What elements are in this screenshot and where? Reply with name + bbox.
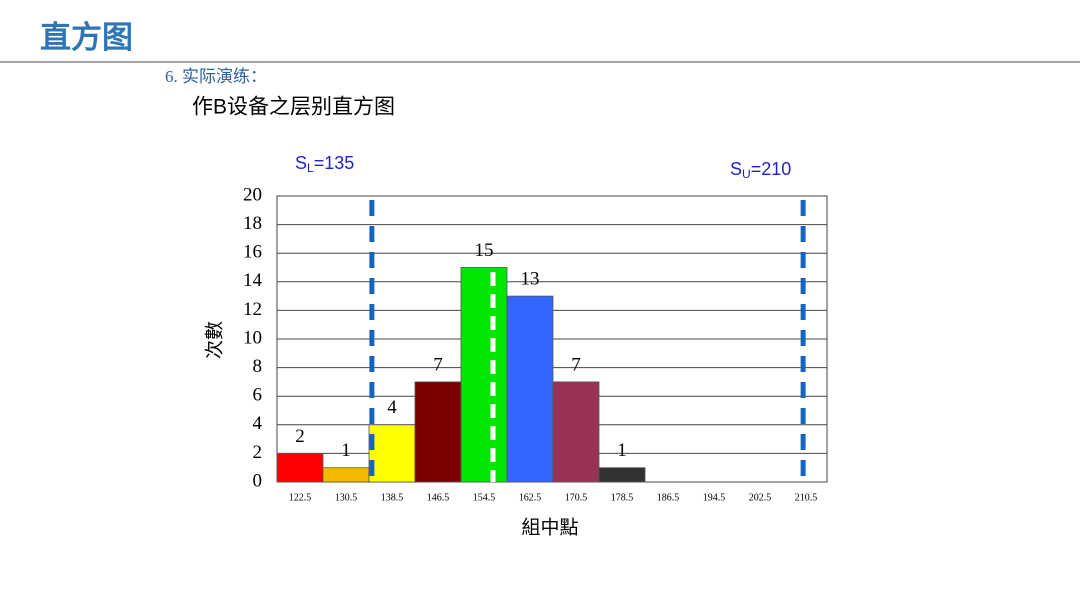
bar [414,381,462,483]
y-tick-label: 10 [243,327,262,348]
x-tick-label: 130.5 [335,492,358,503]
y-tick-label: 0 [253,470,263,491]
data-label: 13 [521,268,540,289]
y-tick-label: 12 [243,299,262,320]
x-axis-label: 組中點 [521,516,578,538]
x-tick-label: 202.5 [749,492,772,503]
x-tick-label: 122.5 [289,492,312,503]
bar [598,467,646,483]
bar [322,467,370,483]
y-axis-label: 次數 [203,321,225,359]
x-tick-label: 178.5 [611,492,634,503]
spec-subscript: U [742,167,751,181]
heading: 作B设备之层别直方图 [192,96,395,119]
x-tick-label: 154.5 [473,492,496,503]
data-label: 7 [571,354,581,375]
y-tick-label: 8 [253,356,263,377]
x-tick-label: 162.5 [519,492,542,503]
bar [506,295,554,483]
y-tick-label: 18 [243,213,262,234]
section-label: 6. 实际演练： [165,67,267,86]
x-tick-label: 186.5 [657,492,680,503]
y-tick-label: 2 [253,442,263,463]
data-label: 4 [387,397,397,418]
spec-value-text: =135 [314,153,355,173]
bar [552,381,600,483]
y-tick-label: 20 [243,184,262,205]
x-tick-label: 170.5 [565,492,588,503]
y-tick-label: 14 [243,270,263,291]
spec-subscript: L [307,161,314,175]
x-tick-label: 194.5 [703,492,726,503]
x-tick-label: 138.5 [381,492,404,503]
spec-symbol: S [295,153,307,173]
y-tick-label: 4 [253,413,263,434]
bar [368,424,416,483]
data-label: 1 [617,440,627,461]
x-tick-label: 210.5 [795,492,818,503]
data-label: 15 [475,240,494,261]
data-label: 2 [295,426,305,447]
data-label: 1 [341,440,351,461]
spec-symbol: S [730,159,742,179]
spec-value-text: =210 [751,159,792,179]
y-tick-label: 6 [253,385,263,406]
spec-limit-label: SL=135 [295,153,354,175]
bar [276,452,324,483]
slide-title: 直方图 [40,20,133,55]
bar [460,267,508,483]
data-label: 7 [433,354,443,375]
x-tick-label: 146.5 [427,492,450,503]
spec-limit-label: SU=210 [730,159,791,181]
y-tick-label: 16 [243,242,262,263]
